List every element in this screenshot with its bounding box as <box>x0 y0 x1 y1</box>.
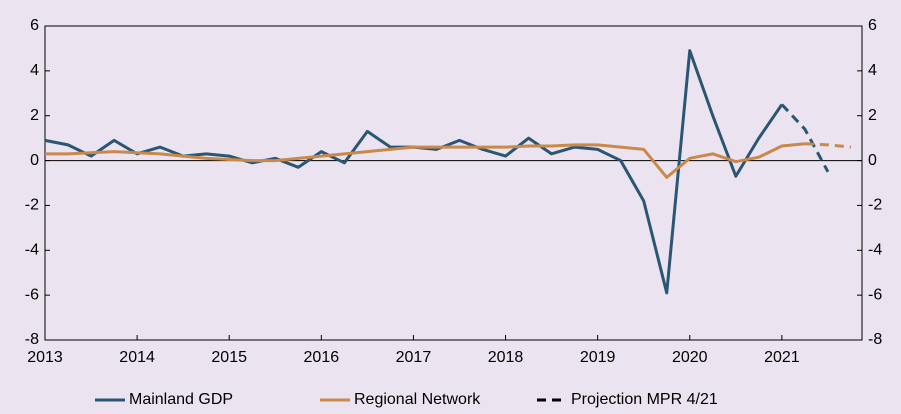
y2-tick-label: -8 <box>868 331 882 348</box>
y-tick-label: 2 <box>30 107 39 124</box>
y-tick-label: -4 <box>25 242 39 259</box>
x-tick-label: 2021 <box>764 349 800 366</box>
x-tick-label: 2020 <box>672 349 708 366</box>
legend-label: Projection MPR 4/21 <box>571 391 718 408</box>
y-tick-label: 0 <box>30 152 39 169</box>
y-tick-label: -2 <box>25 197 39 214</box>
series-line <box>45 142 806 179</box>
y2-tick-label: -6 <box>868 286 882 303</box>
x-tick-label: 2016 <box>304 349 340 366</box>
projection-line <box>804 142 852 149</box>
x-tick-label: 2017 <box>396 349 432 366</box>
y-tick-label: 6 <box>30 17 39 34</box>
y2-tick-label: -2 <box>868 197 882 214</box>
plot-frame <box>44 25 863 341</box>
x-tick-label: 2019 <box>580 349 616 366</box>
x-tick-label: 2018 <box>488 349 524 366</box>
y2-tick-label: -4 <box>868 242 882 259</box>
projection-line <box>780 103 830 173</box>
x-tick-label: 2013 <box>27 349 63 366</box>
legend-label: Mainland GDP <box>129 391 233 408</box>
x-tick-label: 2015 <box>211 349 247 366</box>
y2-tick-label: 4 <box>868 62 877 79</box>
y-tick-label: -6 <box>25 286 39 303</box>
y2-tick-label: 0 <box>868 152 877 169</box>
y-tick-label: 4 <box>30 62 39 79</box>
y-tick-label: -8 <box>25 331 39 348</box>
y2-tick-label: 6 <box>868 17 877 34</box>
y2-tick-label: 2 <box>868 107 877 124</box>
x-tick-label: 2014 <box>119 349 155 366</box>
legend-label: Regional Network <box>354 391 481 408</box>
